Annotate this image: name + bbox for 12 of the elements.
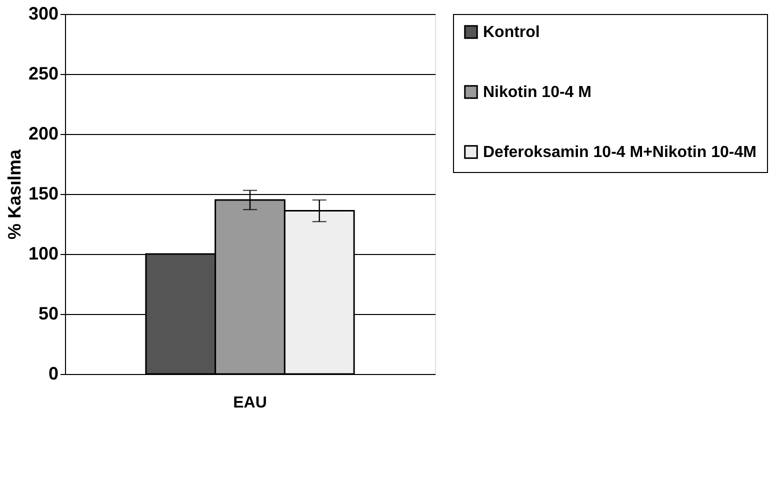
y-tick-label: 100: [28, 244, 58, 264]
y-tick-label: 250: [28, 64, 58, 84]
y-tick-label: 0: [48, 364, 58, 384]
legend-label: Deferoksamin 10-4 M+Nikotin 10-4M: [483, 144, 756, 161]
legend-label: Kontrol: [483, 24, 540, 41]
y-tick-label: 200: [28, 124, 58, 144]
y-axis-title: % Kasılma: [4, 148, 24, 240]
y-tick-label: 50: [38, 304, 58, 324]
x-tick-label: EAU: [233, 394, 267, 412]
y-tick-label: 150: [28, 184, 58, 204]
y-tick-label: 300: [28, 4, 58, 24]
legend-label: Nikotin 10-4 M: [483, 84, 592, 101]
